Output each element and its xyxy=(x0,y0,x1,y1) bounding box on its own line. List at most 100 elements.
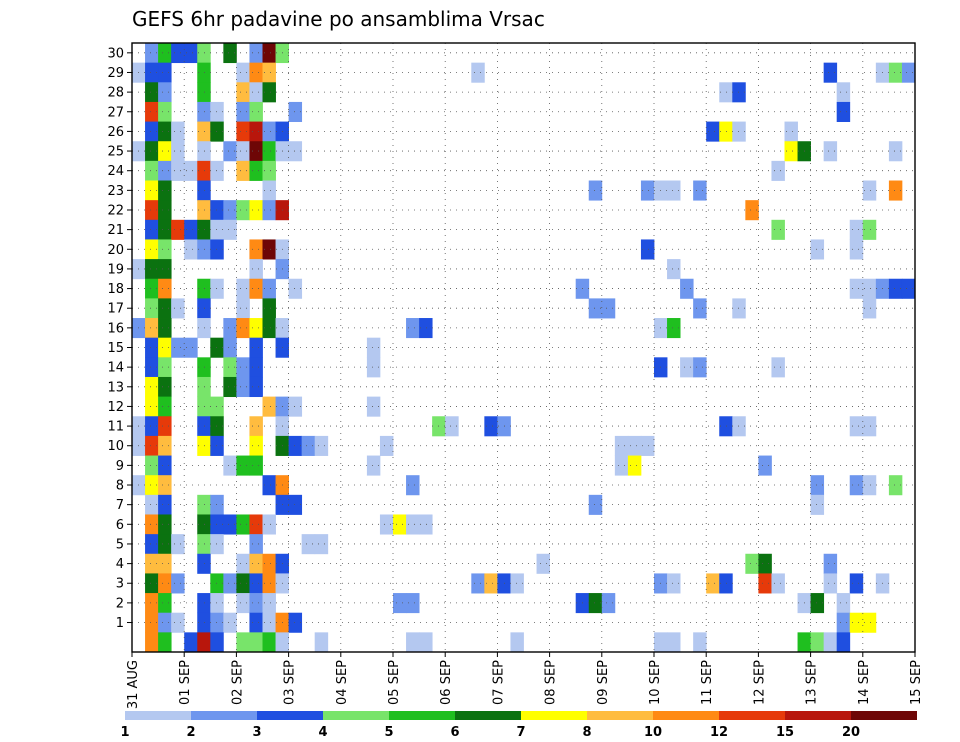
heatmap-cell xyxy=(262,298,276,319)
heatmap-cell xyxy=(901,62,916,83)
heatmap-cell xyxy=(236,101,250,122)
heatmap-cell xyxy=(210,593,224,614)
heatmap-cell xyxy=(145,259,159,280)
heatmap-cell xyxy=(223,337,237,358)
heatmap-cell xyxy=(171,160,185,181)
colorbar-swatch xyxy=(851,711,917,720)
heatmap-cell xyxy=(693,180,707,201)
heatmap-cell xyxy=(249,43,263,64)
heatmap-cell xyxy=(184,239,198,260)
colorbar-label: 3 xyxy=(252,725,261,740)
heatmap-cell xyxy=(197,318,211,339)
heatmap-cell xyxy=(171,298,185,319)
y-tick-label: 16 xyxy=(107,321,124,336)
heatmap-cell xyxy=(693,357,707,378)
heatmap-cell xyxy=(158,376,172,398)
colorbar-label: 10 xyxy=(644,725,662,740)
x-tick-label: 07 SEP xyxy=(491,660,506,705)
y-tick-label: 15 xyxy=(107,341,124,356)
heatmap-cell xyxy=(184,219,198,240)
heatmap-cell xyxy=(236,278,250,299)
heatmap-cell xyxy=(262,121,276,142)
heatmap-cell xyxy=(706,573,720,594)
heatmap-cell xyxy=(158,593,172,614)
heatmap-cell xyxy=(262,180,276,201)
colorbar-label: 15 xyxy=(776,725,794,740)
heatmap-cell xyxy=(888,62,903,83)
colorbar-label: 8 xyxy=(582,725,591,740)
heatmap-cell xyxy=(158,278,172,299)
heatmap-cell xyxy=(406,514,420,535)
colorbar-swatch xyxy=(191,711,257,720)
heatmap-cell xyxy=(210,435,224,456)
heatmap-cell xyxy=(249,435,263,456)
heatmap-cell xyxy=(406,475,420,496)
y-tick-label: 3 xyxy=(116,577,124,592)
heatmap-cell xyxy=(236,200,250,221)
heatmap-cell xyxy=(197,416,211,437)
heatmap-cell xyxy=(145,337,159,358)
y-tick-label: 7 xyxy=(116,498,124,513)
heatmap-cell xyxy=(210,160,224,181)
heatmap-cell xyxy=(158,101,172,122)
heatmap-cell xyxy=(236,141,250,162)
colorbar-label: 1 xyxy=(120,725,129,740)
heatmap-cell xyxy=(810,239,825,260)
heatmap-cell xyxy=(262,82,276,103)
colorbar-swatch xyxy=(125,711,191,720)
heatmap-cell xyxy=(667,573,681,594)
heatmap-cell xyxy=(510,573,524,594)
heatmap-cell xyxy=(810,593,825,614)
heatmap-cell xyxy=(249,160,263,181)
heatmap-cell xyxy=(197,239,211,260)
colorbar-swatch xyxy=(653,711,719,720)
heatmap-cell xyxy=(184,632,198,653)
heatmap-cell xyxy=(236,357,250,378)
colorbar-swatch xyxy=(257,711,323,720)
heatmap-cell xyxy=(393,593,407,614)
colorbar-label: 2 xyxy=(186,725,195,740)
y-tick-label: 21 xyxy=(107,223,124,238)
heatmap-cell xyxy=(145,200,159,221)
heatmap-cell xyxy=(197,101,211,122)
heatmap-cell xyxy=(627,435,642,456)
heatmap-cell xyxy=(275,632,289,653)
cells-layer xyxy=(132,43,916,653)
heatmap-cell xyxy=(145,455,159,476)
heatmap-cell xyxy=(719,121,733,142)
y-tick-label: 25 xyxy=(107,145,124,160)
heatmap-cell xyxy=(158,553,172,574)
heatmap-cell xyxy=(249,632,263,653)
heatmap-cell xyxy=(145,357,159,378)
heatmap-cell xyxy=(249,278,263,299)
heatmap-cell xyxy=(719,82,733,103)
heatmap-cell xyxy=(262,62,276,83)
heatmap-cell xyxy=(145,318,159,339)
heatmap-cell xyxy=(236,82,250,103)
heatmap-cell xyxy=(862,612,877,633)
heatmap-cell xyxy=(484,416,498,437)
heatmap-cell xyxy=(366,337,381,358)
heatmap-cell xyxy=(145,121,159,142)
x-tick-label: 12 SEP xyxy=(752,660,767,705)
heatmap-cell xyxy=(171,219,185,240)
y-tick-label: 10 xyxy=(107,439,124,454)
heatmap-cell xyxy=(145,160,159,181)
colorbar-label: 4 xyxy=(318,725,327,740)
x-axis: 31 AUG 01 SEP 02 SEP 03 SEP 04 SEP 05 SEP 06 S… xyxy=(126,652,924,709)
heatmap-cell xyxy=(654,632,668,653)
heatmap-cell xyxy=(588,180,603,201)
heatmap-cell xyxy=(849,278,864,299)
heatmap-cell xyxy=(197,180,211,201)
heatmap-cell xyxy=(158,455,172,476)
heatmap-cell xyxy=(210,534,224,555)
heatmap-cell xyxy=(667,318,681,339)
x-tick-label: 15 SEP xyxy=(909,660,924,705)
y-tick-label: 30 xyxy=(107,46,124,61)
heatmap-cell xyxy=(601,593,616,614)
heatmap-cell xyxy=(262,160,276,181)
heatmap-cell xyxy=(640,180,655,201)
heatmap-cell xyxy=(849,239,864,260)
heatmap-cell xyxy=(249,455,263,476)
colorbar: 1 2 3 4 5 6 7 8 10 12 15 20 xyxy=(120,711,917,740)
